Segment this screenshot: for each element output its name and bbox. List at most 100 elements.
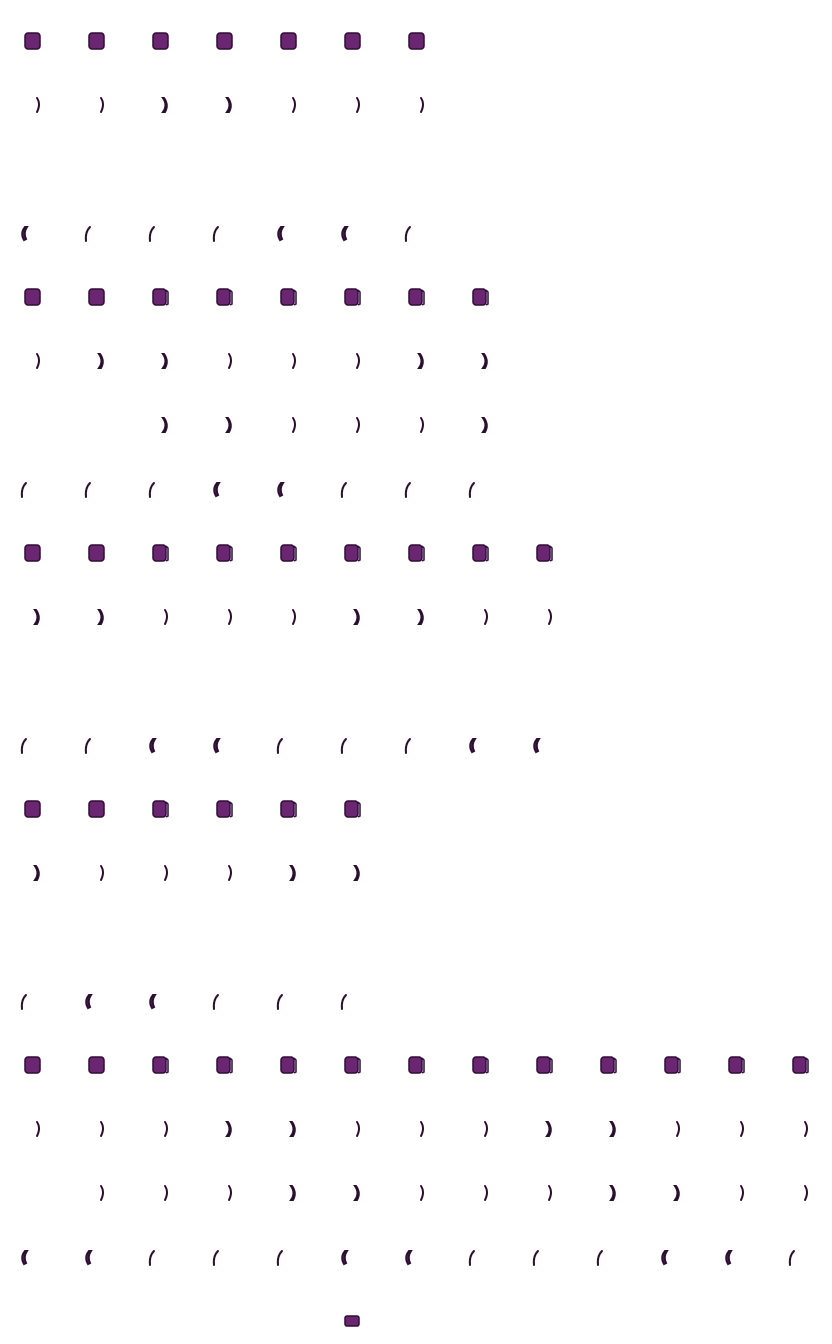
sprite-row: [20, 994, 347, 1010]
wheel-sprite: [468, 1250, 475, 1266]
wheel-sprite: [277, 482, 285, 498]
wheel-sprite: [228, 865, 232, 881]
wheel-sprite: [100, 97, 104, 113]
cube-sprite: [472, 288, 487, 306]
wheel-sprite: [225, 97, 232, 113]
wheel-sprite: [468, 482, 475, 498]
cube-sprite: [152, 1056, 167, 1074]
cube-sprite: [408, 288, 423, 306]
wheel-sprite: [228, 609, 232, 625]
wheel-sprite: [228, 353, 232, 369]
wheel-sprite: [740, 1185, 744, 1201]
sprite-row: [36, 97, 424, 113]
wheel-sprite: [292, 417, 296, 433]
cube-sprite-edge: [229, 1057, 233, 1074]
wheel-sprite: [740, 1121, 744, 1137]
cube-sprite: [24, 1056, 41, 1074]
wheel-sprite: [84, 482, 91, 498]
wheel-sprite: [289, 865, 296, 881]
wheel-sprite: [148, 482, 155, 498]
wheel-sprite: [161, 97, 168, 113]
sprite-row: [161, 417, 488, 433]
cube-sprite: [24, 288, 41, 306]
wheel-sprite: [100, 1121, 104, 1137]
sprite-row: [20, 738, 541, 754]
wheel-sprite: [596, 1250, 603, 1266]
wheel-sprite: [405, 1250, 413, 1266]
wheel-sprite: [804, 1185, 808, 1201]
cube-sprite-edge: [613, 1057, 617, 1074]
cube-sprite: [88, 1056, 105, 1074]
sprite-row: [20, 482, 475, 498]
wheel-sprite: [353, 1185, 360, 1201]
wheel-sprite: [484, 1121, 488, 1137]
cube-sprite: [408, 1056, 423, 1074]
cube-sprite-edge: [357, 289, 361, 306]
wheel-sprite: [213, 482, 221, 498]
cube-sprite-edge: [293, 1057, 297, 1074]
cube-sprite-edge: [485, 289, 489, 306]
wheel-sprite: [404, 738, 411, 754]
cube-sprite: [152, 544, 167, 562]
cube-sprite-edge: [677, 1057, 681, 1074]
cube-sprite: [536, 1056, 551, 1074]
cube-sprite: [280, 800, 295, 818]
wheel-sprite: [340, 994, 347, 1010]
wheel-sprite: [149, 738, 157, 754]
cube-sprite: [216, 1056, 231, 1074]
wheel-sprite: [292, 609, 296, 625]
wheel-sprite: [100, 865, 104, 881]
wheel-sprite: [20, 994, 27, 1010]
cube-sprite-edge: [485, 1057, 489, 1074]
cube-sprite: [152, 288, 167, 306]
wheel-sprite: [788, 1250, 795, 1266]
wheel-sprite: [484, 609, 488, 625]
cube-sprite: [88, 288, 105, 306]
flat-sprite: [344, 1315, 360, 1327]
cube-sprite-edge: [229, 545, 233, 562]
wheel-sprite: [21, 226, 29, 242]
cube-sprite: [472, 544, 487, 562]
cube-sprite: [344, 288, 359, 306]
cube-sprite: [216, 288, 231, 306]
wheel-sprite: [276, 1250, 283, 1266]
cube-sprite-edge: [549, 545, 553, 562]
cube-sprite: [344, 800, 359, 818]
cube-sprite: [280, 1056, 295, 1074]
cube-sprite-edge: [805, 1057, 809, 1074]
cube-sprite: [344, 544, 359, 562]
cube-sprite: [216, 32, 233, 50]
cube-sprite-edge: [741, 1057, 745, 1074]
wheel-sprite: [417, 353, 424, 369]
wheel-sprite: [725, 1250, 733, 1266]
wheel-sprite: [212, 994, 219, 1010]
cube-sprite-edge: [421, 1057, 425, 1074]
wheel-sprite: [481, 353, 488, 369]
cube-sprite: [664, 1056, 679, 1074]
cube-sprite-edge: [229, 289, 233, 306]
sprite-row: [100, 1185, 808, 1201]
cube-sprite: [152, 800, 167, 818]
cube-sprite-edge: [357, 545, 361, 562]
wheel-sprite: [341, 226, 349, 242]
wheel-sprite: [33, 865, 40, 881]
wheel-sprite: [340, 482, 347, 498]
wheel-sprite: [20, 482, 27, 498]
wheel-sprite: [469, 738, 477, 754]
wheel-sprite: [353, 609, 360, 625]
cube-sprite: [728, 1056, 743, 1074]
cube-sprite-edge: [485, 545, 489, 562]
wheel-sprite: [676, 1121, 680, 1137]
wheel-sprite: [276, 994, 283, 1010]
wheel-sprite: [164, 609, 168, 625]
sprite-row: [21, 1250, 795, 1266]
sprite-row: [24, 1056, 809, 1074]
cube-sprite: [88, 32, 105, 50]
wheel-sprite: [100, 1185, 104, 1201]
cube-sprite-edge: [229, 801, 233, 818]
wheel-sprite: [289, 1185, 296, 1201]
wheel-sprite: [149, 994, 157, 1010]
sprite-row: [344, 1315, 360, 1327]
wheel-sprite: [164, 1185, 168, 1201]
wheel-sprite: [36, 97, 40, 113]
